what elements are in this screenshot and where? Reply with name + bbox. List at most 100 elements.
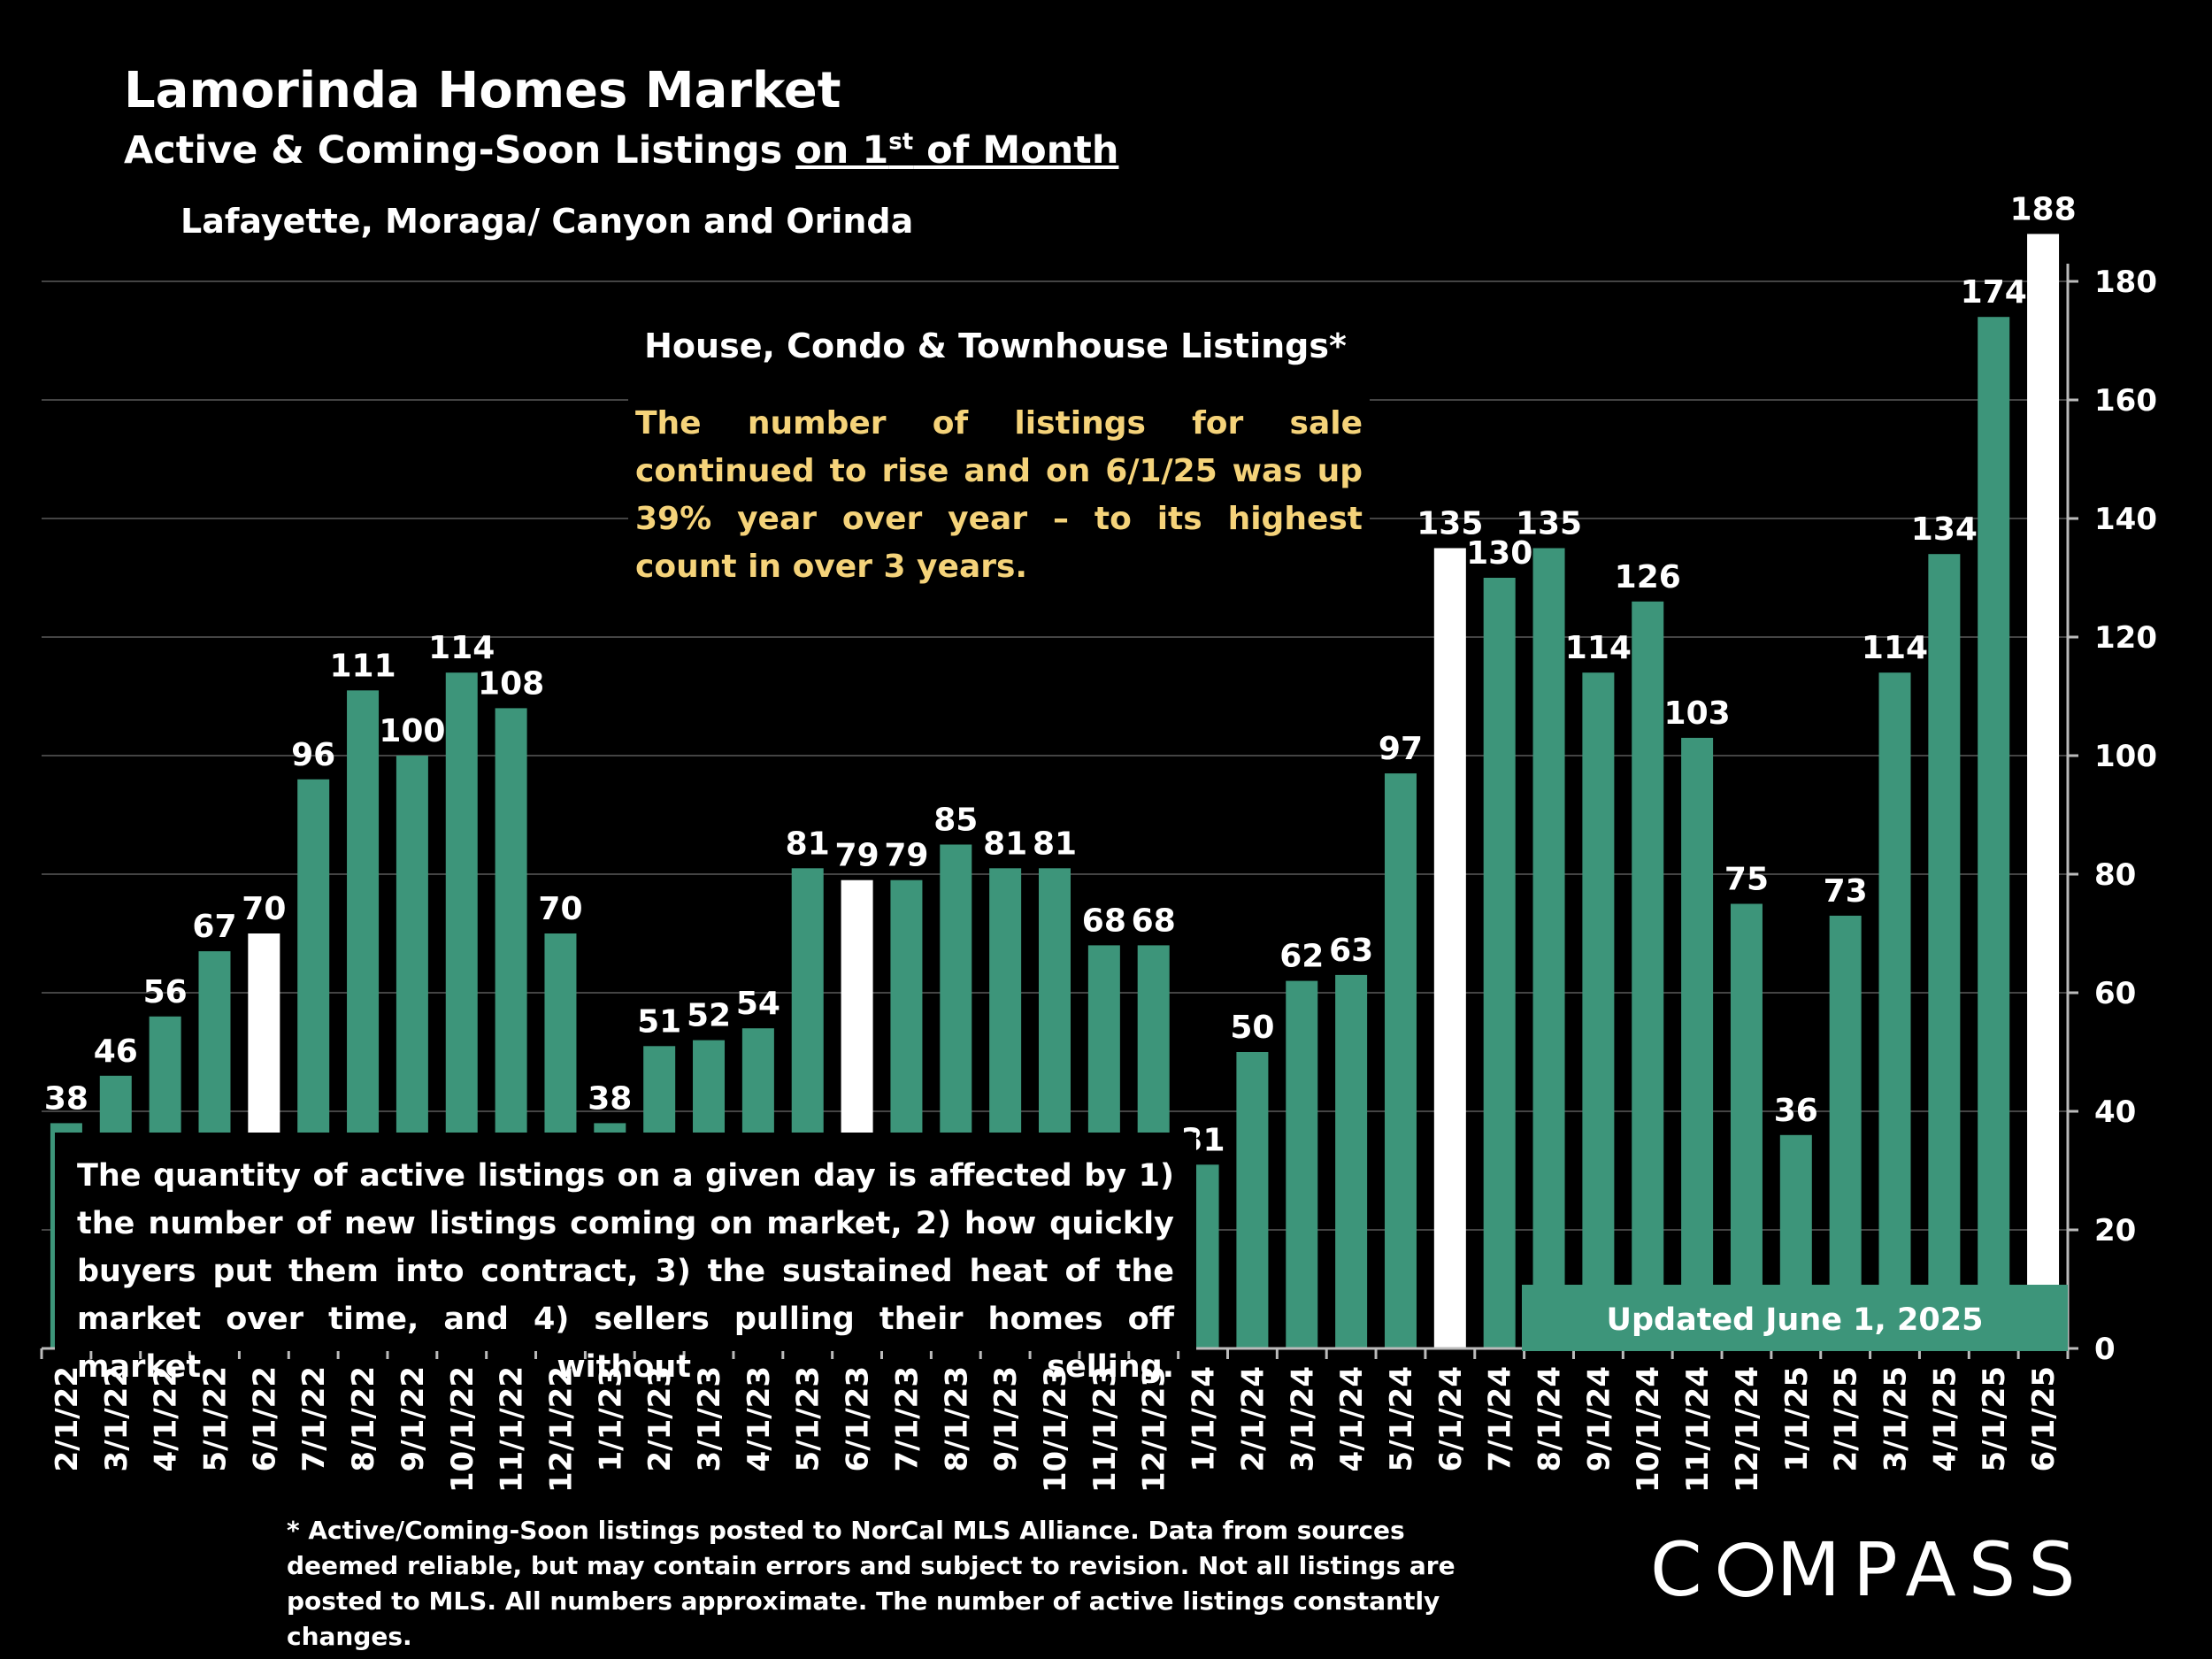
x-tick-label: 2/1/24: [1235, 1366, 1271, 1471]
x-tick-label: 1/1/25: [1779, 1366, 1815, 1471]
bars: [50, 234, 2060, 1349]
updated-badge: Updated June 1, 2025: [1522, 1285, 2068, 1351]
logo-text-start: C: [1650, 1526, 1715, 1613]
bar-value-label: 36: [1774, 1093, 1818, 1129]
x-tick-label: 3/1/22: [99, 1366, 134, 1471]
bar: [1236, 1052, 1269, 1348]
x-axis-labels: 2/1/22 3/1/22 4/1/22 5/1/22 6/1/22 7/1/22 8/1/…: [50, 1366, 2062, 1493]
x-tick-label: 7/1/24: [1483, 1366, 1518, 1471]
bar: [1335, 974, 1368, 1348]
x-tick-label: 4/1/24: [1334, 1366, 1370, 1471]
y-axis-labels: 0 20 40 60 80 100 120 140 160 180: [2094, 265, 2157, 1367]
bar: [1286, 980, 1318, 1348]
x-tick-label: 5/1/23: [791, 1366, 826, 1471]
x-tick-label: 6/1/24: [1433, 1366, 1469, 1471]
logo-text-end: MPASS: [1776, 1526, 2088, 1613]
bar-value-label: 79: [884, 838, 928, 874]
bar-value-label: 70: [242, 891, 286, 927]
y-tick-label: 180: [2094, 265, 2157, 300]
bar: [1928, 554, 1961, 1348]
subtitle-superscript: st: [888, 128, 914, 156]
info-box: The quantity of active listings on a giv…: [55, 1133, 1196, 1385]
x-tick-label: 5/1/24: [1384, 1366, 1419, 1471]
bar-value-label: 68: [1082, 902, 1126, 939]
bar: [2027, 234, 2060, 1348]
bar-value-label: 103: [1664, 695, 1731, 732]
compass-logo: C MPASS: [1650, 1526, 2088, 1613]
bar-value-label: 38: [44, 1080, 88, 1117]
bar-value-label: 51: [637, 1003, 681, 1040]
x-tick-label: 11/1/23: [1087, 1366, 1123, 1493]
x-tick-label: 8/1/22: [346, 1366, 381, 1471]
bar-value-label: 96: [291, 737, 335, 773]
page-subtitle: Active & Coming-Soon Listings on 1st of …: [124, 128, 1118, 173]
x-tick-label: 9/1/23: [988, 1366, 1024, 1471]
bar-value-label: 114: [1565, 630, 1632, 666]
x-tick-label: 5/1/25: [1977, 1366, 2012, 1471]
x-tick-label: 12/1/24: [1730, 1366, 1765, 1493]
footnote: * Active/Coming-Soon listings posted to …: [287, 1516, 1455, 1651]
bar: [1978, 317, 2010, 1349]
y-tick-label: 60: [2094, 976, 2136, 1011]
bar: [1483, 578, 1516, 1348]
y-tick-label: 80: [2094, 857, 2136, 893]
bar-value-label: 54: [736, 986, 780, 1022]
bar: [1632, 601, 1664, 1348]
x-tick-label: 9/1/22: [396, 1366, 431, 1471]
bar-value-label: 52: [687, 998, 731, 1034]
y-tick-label: 0: [2094, 1332, 2116, 1367]
x-tick-label: 6/1/22: [247, 1366, 282, 1471]
x-tick-label: 1/1/23: [593, 1366, 628, 1471]
bar-value-label: 67: [192, 909, 236, 945]
x-tick-label: 9/1/24: [1581, 1366, 1617, 1471]
bar: [1532, 548, 1565, 1348]
subtitle-underlined-a: on 1: [795, 128, 889, 173]
bar: [1433, 548, 1466, 1348]
bar-value-label: 70: [538, 891, 582, 927]
bar-value-label: 126: [1615, 559, 1681, 595]
bar-value-label: 108: [478, 665, 544, 702]
bar: [1730, 903, 1763, 1348]
subtitle-underlined: on 1st of Month: [795, 128, 1118, 173]
x-tick-label: 12/1/23: [1137, 1366, 1172, 1493]
y-tick-label: 140: [2094, 502, 2157, 537]
bar-value-label: 135: [1417, 506, 1483, 542]
x-tick-label: 5/1/22: [197, 1366, 233, 1471]
x-tick-label: 11/1/24: [1680, 1366, 1716, 1493]
bar-value-label: 85: [933, 803, 978, 839]
y-tick-label: 20: [2094, 1213, 2136, 1248]
x-tick-label: 1/1/24: [1187, 1366, 1222, 1471]
x-tick-label: 2/1/25: [1829, 1366, 1864, 1471]
subtitle-lead: Active & Coming-Soon Listings: [124, 128, 796, 173]
x-tick-label: 2/1/22: [50, 1366, 85, 1471]
x-tick-label: 6/1/25: [2026, 1366, 2062, 1471]
bar-value-label: 68: [1132, 902, 1176, 939]
bar-value-label: 81: [1033, 826, 1077, 862]
bar: [1384, 773, 1417, 1348]
bar-value-label: 100: [379, 713, 445, 749]
x-tick-label: 8/1/24: [1532, 1366, 1568, 1471]
region-label: Lafayette, Moraga/ Canyon and Orinda: [180, 202, 914, 241]
bar: [1681, 737, 1714, 1348]
x-tick-label: 7/1/22: [296, 1366, 332, 1471]
bar: [1829, 915, 1862, 1348]
x-tick-label: 3/1/23: [692, 1366, 727, 1471]
x-tick-label: 6/1/23: [841, 1366, 876, 1471]
bar-value-label: 75: [1724, 862, 1769, 898]
x-tick-label: 4/1/22: [149, 1366, 184, 1471]
x-tick-label: 10/1/24: [1631, 1366, 1666, 1493]
bar-value-label: 73: [1824, 873, 1868, 910]
bar-value-label: 38: [588, 1080, 632, 1117]
bar-value-label: 81: [983, 826, 1027, 862]
chart-note: The number of listings for sale continue…: [628, 398, 1370, 593]
x-tick-label: 8/1/23: [939, 1366, 974, 1471]
y-tick-label: 120: [2094, 620, 2157, 656]
chart-title: House, Condo & Townhouse Listings*: [628, 321, 1363, 371]
bar-value-label: 111: [329, 648, 396, 684]
bar-value-label: 46: [94, 1033, 138, 1070]
bar-value-label: 114: [428, 630, 495, 666]
bar-value-label: 62: [1279, 939, 1324, 975]
bar: [1878, 672, 1911, 1348]
x-tick-label: 4/1/25: [1927, 1366, 1962, 1471]
